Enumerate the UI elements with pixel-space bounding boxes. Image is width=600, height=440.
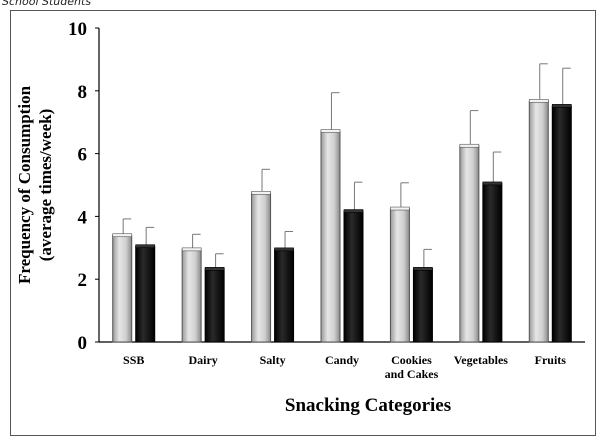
bar-top xyxy=(274,247,294,252)
bar-top xyxy=(413,267,433,271)
error-bars xyxy=(122,63,571,269)
bar-top xyxy=(343,209,364,213)
bar xyxy=(274,248,295,343)
x-category-label: Salty xyxy=(260,353,286,367)
bar xyxy=(181,248,202,343)
y-axis-label-group: Frequency of Consumption (average times/w… xyxy=(15,85,55,284)
bar xyxy=(112,234,133,343)
x-category-label: Dairy xyxy=(188,353,217,367)
bar xyxy=(135,245,156,343)
bar-top xyxy=(482,181,503,186)
bar-top xyxy=(528,99,549,103)
y-axis-label: Frequency of Consumption (average times/w… xyxy=(15,85,55,284)
y-axis-label-line: (average times/week) xyxy=(36,109,55,261)
x-category-label: Fruits xyxy=(535,353,567,367)
bar-top xyxy=(251,191,271,195)
bar-top xyxy=(135,244,156,249)
bar-top xyxy=(390,206,410,211)
chart-frame xyxy=(10,10,596,436)
y-tick-label: 2 xyxy=(78,270,88,291)
y-tick-label: 8 xyxy=(78,82,88,103)
bar-top xyxy=(181,247,202,252)
bar xyxy=(343,210,364,343)
bar xyxy=(389,208,410,343)
bar-top xyxy=(551,104,572,108)
x-category-label: Vegetables xyxy=(454,353,509,367)
bar-top xyxy=(112,233,133,238)
bar-top xyxy=(204,267,225,271)
bar-top xyxy=(459,143,480,148)
bar xyxy=(528,100,549,343)
bar xyxy=(320,130,341,343)
bar xyxy=(482,182,503,343)
y-tick-labels: 0 2 4 6 8 10 xyxy=(68,19,88,354)
axes xyxy=(95,27,585,343)
x-axis-label: Snacking Categories xyxy=(285,395,451,416)
bar xyxy=(551,105,572,343)
y-tick-label: 10 xyxy=(68,19,87,40)
x-category-label: and Cakes xyxy=(385,367,439,381)
x-category-label: SSB xyxy=(123,353,144,367)
bar-top xyxy=(320,129,341,133)
y-tick-label: 0 xyxy=(78,333,88,354)
x-category-label: Candy xyxy=(325,353,359,367)
bar xyxy=(251,192,272,343)
bar xyxy=(459,145,480,343)
bar xyxy=(412,268,433,343)
bar xyxy=(204,268,225,343)
y-tick-label: 4 xyxy=(78,207,88,228)
y-tick-label: 6 xyxy=(78,145,88,166)
figure-caption: School Students xyxy=(2,0,92,8)
y-axis-label-line: Frequency of Consumption xyxy=(15,85,34,284)
x-category-label: Cookies xyxy=(391,353,432,367)
bars xyxy=(112,99,572,343)
